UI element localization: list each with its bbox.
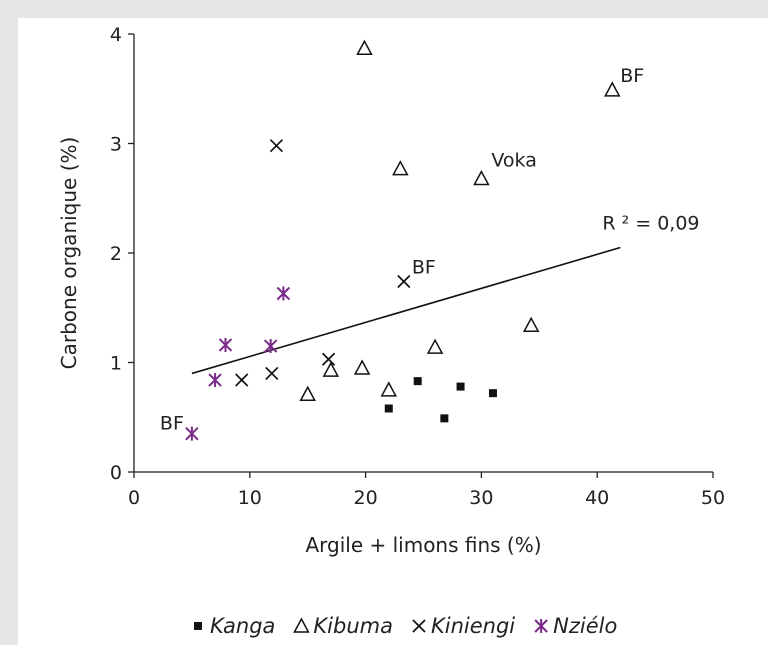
point-kiniengi bbox=[321, 352, 336, 366]
annotation-label: Voka bbox=[491, 150, 536, 172]
triangle-mark bbox=[356, 39, 373, 55]
y-tick-label: 2 bbox=[110, 243, 122, 265]
point-kiniengi bbox=[235, 373, 249, 387]
triangle-mark bbox=[380, 381, 398, 397]
triangle-mark bbox=[293, 617, 310, 633]
point-nzilo bbox=[263, 339, 278, 354]
triangle-mark bbox=[322, 361, 340, 377]
square-mark bbox=[456, 382, 465, 391]
point-kibuma bbox=[392, 160, 409, 176]
cross-stroke bbox=[265, 366, 279, 381]
triangle-mark bbox=[473, 169, 490, 186]
point-kiniengi bbox=[269, 139, 284, 153]
trendline-group: R ² = 0,09 bbox=[191, 213, 700, 375]
trendline bbox=[191, 246, 621, 375]
point-kanga bbox=[384, 404, 393, 413]
triangle-mark bbox=[603, 81, 621, 97]
point-kibuma bbox=[356, 39, 373, 55]
y-tick-label: 3 bbox=[110, 134, 122, 156]
y-tick-label: 0 bbox=[110, 462, 122, 484]
point-kibuma bbox=[380, 381, 398, 397]
triangle-mark bbox=[426, 338, 444, 354]
point-nzilo bbox=[276, 286, 291, 301]
point-kibuma bbox=[353, 359, 371, 375]
legend-marker-kibuma bbox=[293, 617, 310, 633]
cross-stroke bbox=[269, 139, 284, 153]
cross-stroke bbox=[321, 352, 336, 366]
point-nzilo bbox=[208, 373, 222, 388]
square-mark bbox=[413, 377, 422, 386]
point-kanga bbox=[413, 377, 422, 386]
axis-ticks: 0 10 20 30 40 50 0 1 2 3 4 bbox=[110, 24, 725, 509]
legend-label-kibuma: Kibuma bbox=[313, 614, 393, 638]
x-tick-label: 20 bbox=[354, 487, 378, 509]
triangle-mark bbox=[353, 359, 371, 375]
point-kiniengi bbox=[397, 274, 411, 289]
annotation-label: BF bbox=[160, 413, 184, 435]
point-kanga bbox=[488, 389, 497, 398]
y-tick-label: 1 bbox=[110, 353, 122, 375]
x-tick-label: 40 bbox=[585, 487, 609, 509]
triangle-mark bbox=[392, 160, 409, 176]
x-axis-title: Argile + limons fins (%) bbox=[305, 533, 541, 557]
cross-stroke bbox=[412, 619, 426, 633]
legend-label-nzilo: Nziélo bbox=[553, 614, 617, 638]
data-points bbox=[185, 39, 621, 441]
legend-label-kiniengi: Kiniengi bbox=[431, 614, 515, 638]
point-kibuma bbox=[299, 385, 316, 402]
y-tick-label: 4 bbox=[110, 24, 122, 46]
triangle-mark bbox=[522, 316, 540, 333]
legend-label-kanga: Kanga bbox=[210, 614, 275, 638]
y-axis-title: Carbone organique (%) bbox=[57, 137, 81, 370]
cross-stroke bbox=[235, 373, 249, 387]
scatter-chart: 0 10 20 30 40 50 0 1 2 3 4 R ² = 0,09 BF Voka BF BF A… bbox=[57, 24, 725, 638]
chart-figure: 0 10 20 30 40 50 0 1 2 3 4 R ² = 0,09 BF Voka BF BF A… bbox=[18, 18, 768, 645]
r-squared-label: R ² = 0,09 bbox=[602, 213, 699, 235]
triangle-mark bbox=[299, 385, 316, 402]
x-tick-label: 30 bbox=[469, 487, 493, 509]
x-tick-label: 10 bbox=[238, 487, 262, 509]
point-kibuma bbox=[473, 169, 490, 186]
point-nzilo bbox=[185, 426, 199, 441]
legend-marker-nzilo bbox=[534, 619, 548, 633]
point-kanga bbox=[440, 414, 449, 423]
point-kiniengi bbox=[265, 366, 279, 381]
point-kibuma bbox=[603, 81, 621, 97]
square-mark bbox=[440, 414, 449, 423]
point-kibuma bbox=[322, 361, 340, 377]
point-kanga bbox=[456, 382, 465, 391]
annotation-label: BF bbox=[412, 256, 436, 278]
legend-marker-kiniengi bbox=[412, 619, 426, 633]
annotations: BF Voka BF BF bbox=[160, 65, 644, 435]
annotation-label: BF bbox=[620, 65, 644, 87]
square-mark bbox=[488, 389, 497, 398]
cross-stroke bbox=[397, 274, 411, 289]
point-nzilo bbox=[218, 337, 233, 352]
legend-marker-kanga bbox=[194, 622, 202, 630]
point-kibuma bbox=[426, 338, 444, 354]
square-mark bbox=[194, 622, 202, 630]
point-kibuma bbox=[522, 316, 540, 333]
x-tick-label: 0 bbox=[128, 487, 140, 509]
legend: Kanga Kibuma Kiniengi Nziélo bbox=[194, 614, 617, 638]
square-mark bbox=[384, 404, 393, 413]
x-tick-label: 50 bbox=[701, 487, 725, 509]
